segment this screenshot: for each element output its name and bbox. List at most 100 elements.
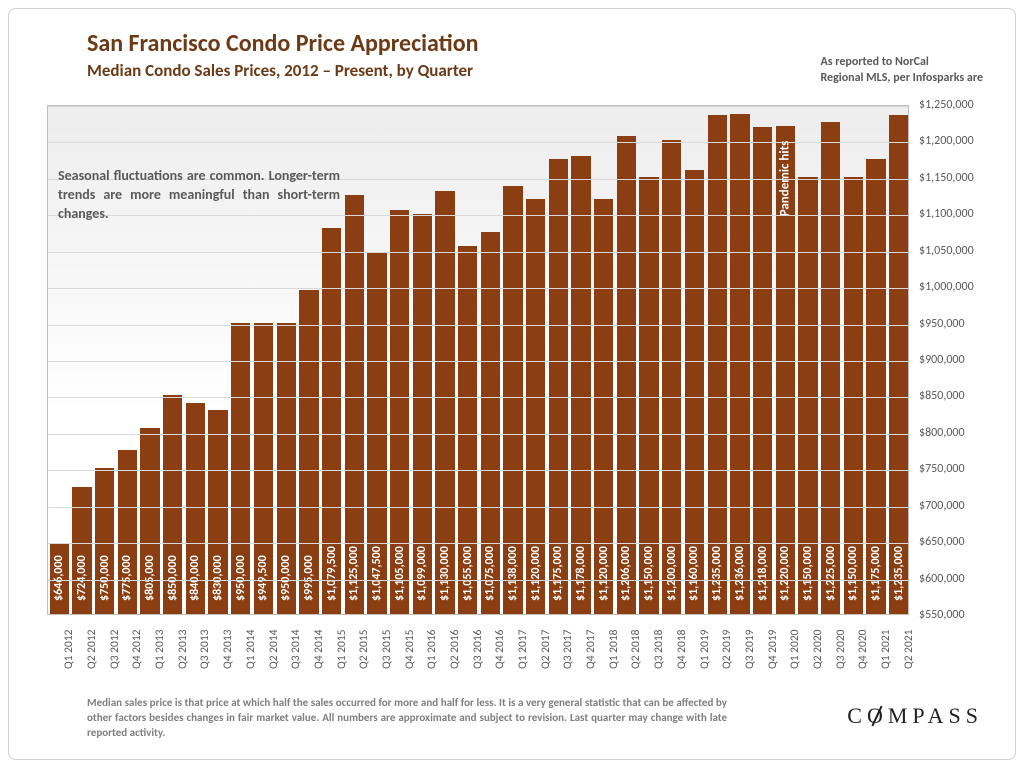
- bar: $1,120,000: [594, 199, 613, 614]
- bar: $1,130,000: [435, 191, 454, 614]
- bar-value-label: $724,000: [75, 481, 89, 601]
- x-tick-label: Q4 2013: [221, 630, 235, 669]
- bar: $1,225,000: [821, 122, 840, 614]
- y-tick-label: $600,000: [919, 572, 965, 586]
- bar: $830,000: [208, 410, 227, 614]
- footer-note: Median sales price is that price at whic…: [87, 696, 727, 741]
- bar-value-label: $1,235,000: [892, 481, 906, 601]
- seasonal-note: Seasonal fluctuations are common. Longer…: [58, 167, 340, 224]
- x-tick-label: Q1 2013: [153, 630, 167, 669]
- x-tick-label: Q3 2018: [652, 630, 666, 669]
- gridline: [48, 470, 908, 471]
- bar-value-label: $850,000: [166, 481, 180, 601]
- bar-value-label: $1,055,000: [461, 481, 475, 601]
- x-tick-label: Q1 2018: [607, 630, 621, 669]
- y-tick-label: $850,000: [919, 389, 965, 403]
- bar: $1,079,500: [322, 228, 341, 614]
- y-axis: $550,000$600,000$650,000$700,000$750,000…: [913, 105, 983, 615]
- source-line: As reported to NorCal: [820, 55, 983, 71]
- gridline: [48, 507, 908, 508]
- x-tick-label: Q3 2012: [108, 630, 122, 669]
- x-tick-label: Q1 2021: [879, 630, 893, 669]
- x-tick-label: Q2 2016: [448, 630, 462, 669]
- x-tick-label: Q1 2014: [244, 630, 258, 669]
- bar: $1,235,000: [708, 115, 727, 614]
- x-tick-label: Q1 2012: [62, 630, 76, 669]
- bar-value-label: $775,000: [120, 481, 134, 601]
- gridline: [48, 361, 908, 362]
- y-tick-label: $1,250,000: [919, 98, 974, 112]
- bar-value-label: $1,235,000: [710, 481, 724, 601]
- bar-value-label: $1,150,000: [846, 481, 860, 601]
- x-tick-label: Q2 2021: [902, 630, 916, 669]
- x-tick-label: Q4 2020: [856, 630, 870, 669]
- gridline: [48, 288, 908, 289]
- bar-value-label: $1,138,000: [506, 481, 520, 601]
- x-tick-label: Q4 2016: [493, 630, 507, 669]
- x-tick-label: Q1 2019: [698, 630, 712, 669]
- x-tick-label: Q1 2016: [425, 630, 439, 669]
- bar-value-label: $1,225,000: [824, 481, 838, 601]
- bar: $995,000: [299, 290, 318, 614]
- x-tick-label: Q2 2012: [85, 630, 99, 669]
- x-tick-label: Q2 2017: [539, 630, 553, 669]
- y-tick-label: $750,000: [919, 462, 965, 476]
- bar: $1,150,000: [798, 177, 817, 614]
- bar: $1,099,000: [413, 214, 432, 614]
- bar-value-label: $950,000: [234, 481, 248, 601]
- bar-value-label: $1,079,500: [325, 481, 339, 601]
- x-tick-label: Q4 2015: [403, 630, 417, 669]
- y-tick-label: $1,000,000: [919, 280, 974, 294]
- chart-subtitle: Median Condo Sales Prices, 2012 – Presen…: [87, 60, 479, 81]
- x-tick-label: Q4 2014: [312, 630, 326, 669]
- bar-value-label: $1,206,000: [619, 481, 633, 601]
- bar-value-label: $1,130,000: [438, 481, 452, 601]
- bar: $850,000: [163, 395, 182, 614]
- x-tick-label: Q4 2019: [766, 630, 780, 669]
- bar-value-label: $1,105,000: [393, 481, 407, 601]
- x-tick-label: Q2 2020: [811, 630, 825, 669]
- bar: $1,125,000: [345, 195, 364, 614]
- bar: $1,138,000: [503, 186, 522, 614]
- bar: $1,150,000: [844, 177, 863, 614]
- bar: $1,178,000: [571, 156, 590, 614]
- bar: $950,000: [277, 323, 296, 614]
- chart-frame: San Francisco Condo Price Appreciation M…: [8, 8, 1016, 760]
- bar-value-label: $1,175,000: [869, 481, 883, 601]
- x-tick-label: Q2 2018: [629, 630, 643, 669]
- bar: $1,235,000: [889, 115, 908, 614]
- y-tick-label: $1,150,000: [919, 171, 974, 185]
- bar: $805,000: [140, 428, 159, 614]
- bar-value-label: $1,099,000: [415, 481, 429, 601]
- bar: $750,000: [95, 468, 114, 614]
- bar-value-label: $1,150,000: [642, 481, 656, 601]
- compass-logo: COMPASS: [847, 703, 983, 729]
- bar-value-label: $1,047,500: [370, 481, 384, 601]
- gridline: [48, 397, 908, 398]
- bar-value-label: $1,120,000: [597, 481, 611, 601]
- bar-value-label: $1,125,000: [347, 481, 361, 601]
- x-tick-label: Q4 2012: [130, 630, 144, 669]
- x-axis-labels: Q1 2012 Q2 2012 Q3 2012 Q4 2012 Q1 2013 Q2 20…: [47, 617, 909, 687]
- bar: $1,218,000: [753, 127, 772, 614]
- bar: $1,105,000: [390, 210, 409, 614]
- y-tick-label: $1,100,000: [919, 207, 974, 221]
- gridline: [48, 434, 908, 435]
- bar-value-label: $750,000: [98, 481, 112, 601]
- bar-value-label: $1,178,000: [574, 481, 588, 601]
- bar: $1,120,000: [526, 199, 545, 614]
- x-tick-label: Q4 2018: [675, 630, 689, 669]
- bar: $949,500: [254, 323, 273, 614]
- x-tick-label: Q3 2015: [380, 630, 394, 669]
- bar-value-label: $1,218,000: [756, 481, 770, 601]
- bar-value-label: $1,175,000: [551, 481, 565, 601]
- chart-title: San Francisco Condo Price Appreciation: [87, 29, 479, 58]
- x-tick-label: Q2 2014: [267, 630, 281, 669]
- bar-value-label: $1,150,000: [801, 481, 815, 601]
- x-tick-label: Q1 2020: [788, 630, 802, 669]
- gridline: [48, 543, 908, 544]
- bar: $1,055,000: [458, 246, 477, 614]
- x-tick-label: Q3 2013: [198, 630, 212, 669]
- gridline: [48, 142, 908, 143]
- x-tick-label: Q3 2017: [561, 630, 575, 669]
